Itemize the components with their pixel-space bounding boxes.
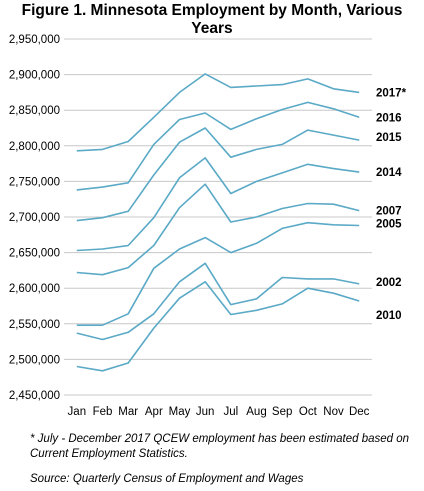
- chart-title: Figure 1. Minnesota Employment by Month,…: [21, 2, 403, 37]
- series-label-2016: 2016: [376, 112, 402, 124]
- y-tick-label: 2,600,000: [9, 283, 60, 295]
- y-tick-label: 2,700,000: [9, 212, 60, 224]
- y-tick-label: 2,550,000: [9, 319, 60, 331]
- x-tick-label: Dec: [349, 406, 370, 418]
- x-tick-label: Oct: [299, 406, 318, 418]
- x-tick-label: Apr: [145, 406, 163, 418]
- series-line-2005: [76, 221, 360, 327]
- y-tick-label: 2,950,000: [9, 34, 60, 46]
- series-lines: [76, 73, 360, 372]
- y-tick-label: 2,800,000: [9, 141, 60, 153]
- series-label-2005: 2005: [376, 219, 402, 231]
- x-tick-label: Jun: [196, 406, 215, 418]
- series-line-2015: [76, 127, 360, 222]
- series-label-2017: 2017*: [376, 87, 407, 99]
- series-line-2016: [76, 101, 360, 191]
- x-tick-label: May: [169, 406, 191, 418]
- y-tick-label: 2,850,000: [9, 105, 60, 117]
- x-tick-label: Mar: [118, 406, 138, 418]
- series-line-2014: [76, 157, 360, 252]
- x-tick-label: Jul: [223, 406, 238, 418]
- x-axis-tick-labels: Jan Feb Mar Apr May Jun Jul Aug Sep Oct Nov Dec: [68, 406, 370, 418]
- y-tick-label: 2,900,000: [9, 70, 60, 82]
- series-line-2007: [76, 183, 360, 276]
- series-label-2010: 2010: [376, 310, 402, 322]
- gridlines: [64, 38, 372, 396]
- series-label-2002: 2002: [376, 277, 402, 289]
- source-note: Source: Quarterly Census of Employment a…: [30, 473, 304, 485]
- series-label-2007: 2007: [376, 206, 402, 218]
- series-line-2002: [76, 262, 360, 341]
- x-tick-label: Nov: [323, 406, 344, 418]
- series-label-2015: 2015: [376, 132, 402, 144]
- x-tick-label: Aug: [246, 406, 266, 418]
- y-tick-label: 2,650,000: [9, 248, 60, 260]
- y-tick-label: 2,450,000: [9, 390, 60, 402]
- x-tick-label: Jan: [68, 406, 87, 418]
- y-tick-label: 2,750,000: [9, 176, 60, 188]
- footnote: * July - December 2017 QCEW employment h…: [30, 433, 410, 460]
- y-tick-label: 2,500,000: [9, 354, 60, 366]
- series-line-2017: [76, 73, 360, 152]
- x-tick-label: Feb: [93, 406, 113, 418]
- line-chart: 2,450,000 2,500,000 2,550,000 2,600,000 2,65…: [9, 34, 407, 418]
- x-tick-label: Sep: [272, 406, 292, 418]
- y-axis-tick-labels: 2,450,000 2,500,000 2,550,000 2,600,000 2,65…: [9, 34, 60, 402]
- series-line-2010: [76, 280, 360, 372]
- series-label-2014: 2014: [376, 167, 402, 179]
